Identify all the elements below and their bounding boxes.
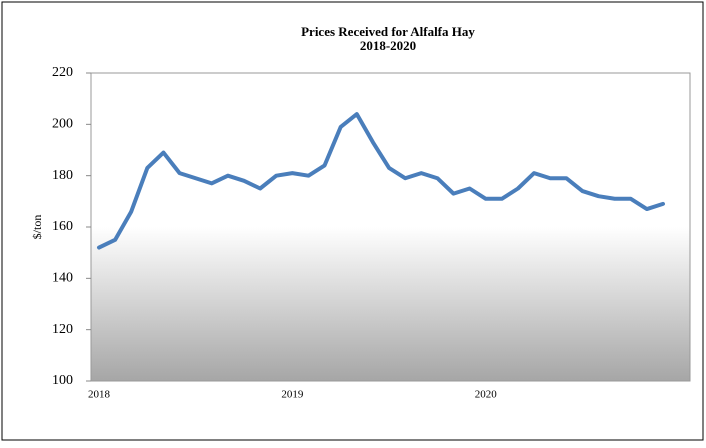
y-tick-label: 180 (52, 168, 73, 183)
plot-area (90, 72, 691, 382)
y-tick-label: 100 (52, 373, 73, 388)
y-tick-label: 200 (52, 117, 73, 132)
y-tick-label: 220 (52, 65, 73, 80)
y-tick-label: 120 (52, 322, 73, 337)
chart-subtitle: 2018-2020 (360, 38, 416, 53)
y-tick-label: 160 (52, 219, 73, 234)
x-tick-label: 2018 (88, 389, 111, 401)
y-tick-label: 140 (52, 271, 73, 286)
x-tick-label: 2020 (475, 389, 498, 401)
line (97, 112, 665, 250)
y-axis-label: $/ton (30, 215, 44, 240)
x-tick-label: 2019 (281, 389, 304, 401)
chart-title: Prices Received for Alfalfa Hay (301, 24, 475, 39)
